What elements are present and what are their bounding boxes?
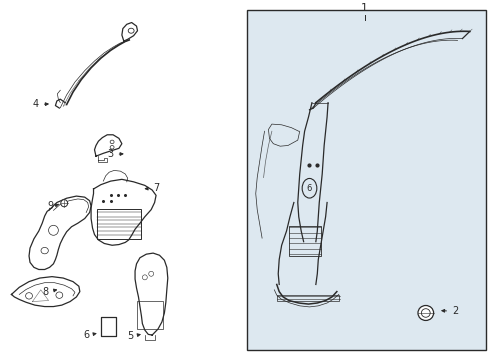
Text: 3: 3 [108, 149, 114, 159]
Bar [101, 316, 116, 337]
Ellipse shape [418, 306, 434, 320]
Bar [247, 10, 486, 350]
Bar [137, 301, 163, 329]
Text: 6: 6 [83, 330, 89, 340]
Bar [277, 295, 339, 301]
Text: 4: 4 [33, 99, 39, 109]
Text: 9: 9 [48, 201, 53, 211]
Text: 8: 8 [43, 287, 49, 297]
Text: 5: 5 [127, 331, 133, 341]
Text: 1: 1 [361, 3, 368, 13]
Ellipse shape [61, 200, 68, 207]
Text: 2: 2 [452, 306, 458, 316]
Text: 6: 6 [307, 184, 312, 193]
Text: 7: 7 [153, 183, 159, 193]
Bar [98, 208, 142, 239]
Bar [289, 226, 321, 256]
